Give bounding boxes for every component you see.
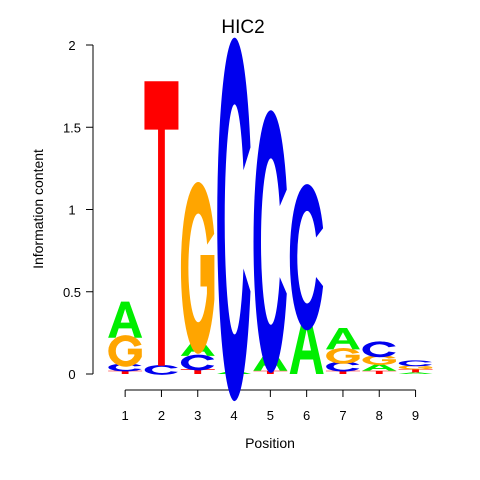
x-tick-label: 7 [339,408,346,423]
logo-column [144,81,179,375]
letter-a [398,372,433,374]
logo-column [325,327,360,374]
y-tick-label: 1 [68,203,75,218]
letter-stacks [108,37,433,401]
letter-a [180,339,215,356]
letter-t [144,81,179,366]
y-tick-label: 1.5 [63,120,81,135]
x-tick-label: 1 [122,408,129,423]
chart-title: HIC2 [221,17,264,38]
y-tick-label: 0 [68,367,75,382]
x-axis: 1 2 3 4 5 6 7 8 9 [122,389,419,423]
letter-c [289,184,324,331]
letter-c [253,110,287,373]
logo-column [253,110,288,374]
letter-a [289,318,324,374]
letter-t [362,370,397,374]
letter-t [398,369,433,373]
x-axis-label: Position [245,435,295,451]
logo-column [180,182,215,374]
letter-g [108,335,142,367]
logo-column [362,341,397,374]
letter-g [326,348,360,364]
letter-c [398,360,432,367]
letter-c [217,37,251,401]
letter-g [398,365,433,370]
letter-a [362,364,397,371]
x-tick-label: 4 [230,408,237,423]
letter-t [325,370,360,374]
x-tick-label: 6 [303,408,310,423]
y-axis: 0 0.5 1 1.5 2 [63,38,94,382]
letter-t [180,369,215,374]
logo-column [217,37,252,401]
letter-t [108,370,143,374]
x-tick-label: 8 [376,408,383,423]
x-tick-label: 9 [412,408,419,423]
y-tick-label: 0.5 [63,285,81,300]
letter-a [108,301,143,338]
x-tick-label: 5 [267,408,274,423]
letter-c [362,341,396,358]
y-axis-label: Information content [30,149,46,269]
logo-column [398,360,433,374]
letter-c [144,364,178,375]
letter-a [325,327,360,350]
logo-column [289,184,324,374]
x-tick-label: 2 [158,408,165,423]
y-tick-label: 2 [68,38,75,53]
letter-g [180,182,215,354]
letter-a [253,350,288,371]
logo-column [108,301,143,374]
letter-c [180,354,215,371]
x-tick-label: 3 [194,408,201,423]
